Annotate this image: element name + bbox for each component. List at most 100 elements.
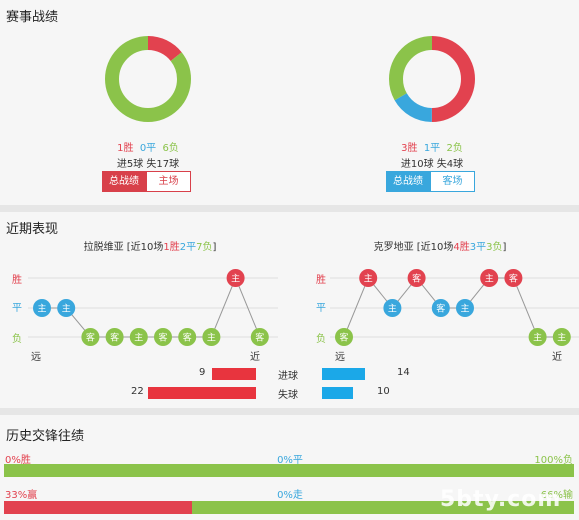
h2h-handicap-win-pct: 33%赢	[5, 490, 38, 501]
left-tab-overall[interactable]: 总战绩	[102, 171, 146, 192]
conceded-label: 失球	[278, 390, 298, 401]
left-form-match-point: 客	[154, 328, 172, 346]
h2h-win-pct: 0%胜	[5, 455, 31, 466]
left-form-match-dot	[57, 299, 76, 317]
head-to-head-section: 历史交锋往绩 0%胜 0%平 100%负 33%赢 0%走 66%输 5bty.…	[0, 415, 579, 520]
h2h-handicap-bar-loss	[192, 501, 574, 514]
right-goals-summary: 进10球 失4球	[400, 159, 464, 170]
left-goals-bar	[211, 368, 256, 380]
right-form-header: 克罗地亚 [近10场4胜3平3负]	[373, 242, 507, 253]
left-y-draw: 平	[12, 303, 22, 314]
watermark-logo: 5bty.com	[440, 487, 562, 512]
right-donut-slice-loss	[389, 36, 475, 122]
right-form-trend-line	[343, 277, 562, 338]
right-form-venue-label: 客	[436, 303, 445, 315]
right-form-venue-label: 客	[412, 273, 421, 285]
right-tab-away[interactable]: 客场	[430, 171, 475, 192]
left-form-venue-label: 主	[134, 332, 143, 344]
left-form-trend-line	[42, 276, 261, 338]
left-form-venue-label: 主	[207, 332, 216, 344]
left-form-venue-label: 客	[255, 332, 264, 344]
right-form-match-point: 主	[552, 328, 571, 346]
record-section: 赛事战绩 1胜 0平 6负 进5球 失17球 总战绩 主场 3胜 1平 2负 进…	[0, 0, 579, 205]
left-tab-home[interactable]: 主场	[146, 171, 191, 192]
left-conceded-bar	[148, 387, 256, 399]
left-near-label: 近	[250, 352, 260, 363]
left-form-match-dot	[250, 328, 269, 346]
right-form-venue-label: 客	[339, 332, 348, 344]
left-form-venue-label: 主	[62, 303, 71, 315]
right-form-venue-label: 主	[364, 273, 373, 285]
left-form-venue-label: 客	[86, 332, 95, 344]
left-form-match-point: 主	[129, 328, 148, 346]
left-form-venue-label: 客	[158, 332, 167, 344]
left-form-match-dot	[154, 328, 172, 346]
right-form-match-dot	[407, 269, 426, 287]
h2h-result-bar	[4, 464, 574, 477]
right-form-match-point: 主	[528, 328, 547, 346]
right-form-match-point: 客	[431, 299, 450, 317]
right-form-match-dot	[359, 269, 378, 287]
right-form-match-point: 主	[383, 299, 402, 317]
goals-label: 进球	[278, 371, 298, 382]
left-form-match-dot	[178, 328, 197, 346]
right-goals-value: 14	[397, 367, 410, 378]
right-y-draw: 平	[316, 303, 326, 314]
left-form-match-dot	[226, 269, 245, 287]
right-form-venue-label: 主	[388, 303, 397, 315]
left-goals-summary: 进5球 失17球	[116, 159, 180, 170]
left-form-chart: 主主客客主客客主主客	[28, 269, 278, 346]
left-form-match-point: 主	[57, 299, 76, 317]
right-form-match-point: 主	[359, 269, 378, 287]
right-form-match-dot	[504, 269, 523, 287]
right-near-label: 近	[552, 352, 562, 363]
section-title-record: 赛事战绩	[6, 10, 59, 25]
right-form-match-point: 客	[407, 269, 426, 287]
right-donut-chart	[389, 36, 475, 122]
left-donut-slice-loss	[105, 36, 191, 122]
left-goals-value: 9	[199, 367, 206, 378]
recent-form-section: 近期表现 拉脱维亚 [近10场1胜2平7负] 克罗地亚 [近10场4胜3平3负]…	[0, 212, 579, 408]
left-form-match-dot	[202, 328, 221, 346]
left-form-venue-label: 主	[231, 273, 240, 285]
right-form-match-dot	[552, 328, 571, 346]
h2h-handicap-loss-pct: 66%输	[540, 490, 573, 501]
left-form-match-point: 客	[178, 328, 197, 346]
right-far-label: 远	[335, 352, 345, 363]
left-form-match-point: 客	[81, 328, 100, 346]
h2h-loss-pct: 100%负	[534, 455, 573, 466]
right-record-summary: 3胜 1平 2负	[401, 143, 463, 154]
right-form-match-point: 客	[504, 269, 523, 287]
right-form-match-point: 客	[335, 328, 353, 346]
right-y-loss: 负	[316, 334, 326, 345]
left-form-match-dot	[81, 328, 100, 346]
left-form-match-point: 主	[33, 299, 51, 317]
right-form-venue-label: 主	[460, 303, 469, 315]
right-form-match-dot	[456, 299, 474, 317]
left-form-venue-label: 客	[110, 332, 119, 344]
h2h-handicap-bar	[4, 501, 574, 514]
h2h-handicap-push-pct: 0%走	[277, 490, 303, 501]
left-far-label: 远	[31, 352, 41, 363]
right-y-win: 胜	[316, 275, 326, 286]
left-form-match-dot	[105, 328, 124, 346]
h2h-handicap-bar-win	[4, 501, 193, 514]
left-form-venue-label: 客	[183, 332, 192, 344]
section-title-h2h: 历史交锋往绩	[6, 429, 85, 444]
right-goals-bar	[322, 368, 366, 380]
left-y-loss: 负	[12, 334, 22, 345]
right-form-match-dot	[383, 299, 402, 317]
left-form-match-point: 主	[202, 328, 221, 346]
left-form-match-dot	[129, 328, 148, 346]
left-conceded-value: 22	[131, 386, 144, 397]
right-form-venue-label: 主	[485, 273, 494, 285]
right-conceded-bar	[322, 387, 353, 399]
h2h-draw-pct: 0%平	[277, 455, 303, 466]
right-form-match-dot	[528, 328, 547, 346]
section-title-recent: 近期表现	[6, 222, 59, 237]
right-form-match-dot	[335, 328, 353, 346]
right-tab-overall[interactable]: 总战绩	[386, 171, 430, 192]
left-donut-chart	[105, 36, 191, 122]
right-form-match-dot	[431, 299, 450, 317]
right-form-venue-label: 主	[557, 332, 566, 344]
